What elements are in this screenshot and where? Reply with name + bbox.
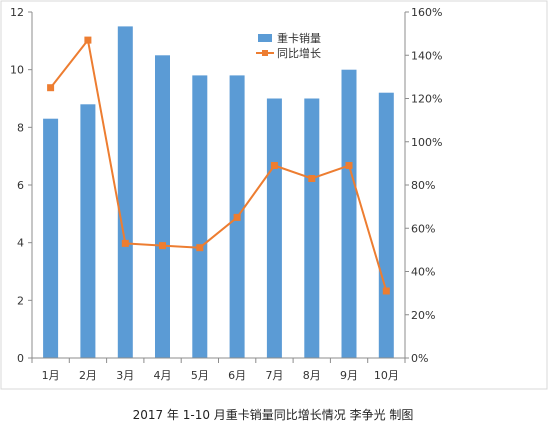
bar-5: [192, 75, 208, 359]
legend-swatch-marker: [262, 50, 268, 56]
x-tick-label: 8月: [303, 369, 321, 382]
y-right-tick-label: 0%: [411, 352, 428, 365]
y-right-tick-label: 160%: [411, 6, 442, 19]
y-left-tick-label: 2: [17, 294, 24, 307]
growth-marker-4: [159, 242, 166, 250]
growth-marker-9: [345, 162, 353, 169]
bar-1: [43, 118, 59, 358]
x-tick-label: 9月: [340, 369, 358, 382]
legend-label-line: 同比增长: [277, 46, 321, 60]
bar-9: [341, 69, 357, 358]
x-tick-label: 7月: [265, 369, 283, 382]
x-tick-label: 6月: [228, 369, 246, 382]
bar-3: [117, 26, 133, 359]
bar-10: [378, 92, 394, 358]
y-right-tick-label: 140%: [411, 49, 442, 62]
bar-7: [266, 98, 282, 358]
bar-8: [304, 98, 320, 358]
growth-marker-5: [196, 244, 204, 252]
y-left-tick-label: 0: [17, 352, 24, 365]
growth-marker-8: [308, 175, 316, 182]
bar-2: [80, 104, 96, 358]
y-left-tick-label: 4: [17, 237, 24, 250]
y-right-tick-label: 100%: [411, 136, 442, 149]
y-right-tick-label: 40%: [411, 266, 435, 279]
y-left-tick-label: 8: [17, 121, 24, 134]
line-series: [47, 36, 390, 295]
legend-label-bar: 重卡销量: [277, 31, 321, 45]
y-left-tick-label: 12: [10, 6, 24, 19]
y-axis-left-ticks: 0 2 4 6 8 10 12: [10, 6, 32, 365]
chart-border: [0, 0, 548, 390]
y-right-tick-label: 60%: [411, 222, 435, 235]
x-tick-label: 1月: [42, 369, 60, 382]
y-right-tick-label: 120%: [411, 93, 442, 106]
y-right-tick-label: 80%: [411, 179, 435, 192]
x-tick-label: 5月: [191, 369, 209, 382]
y-left-tick-label: 10: [10, 64, 24, 77]
x-axis-ticks: 1月 2月 3月 4月 5月 6月 7月 8月 9月 10月: [31, 358, 406, 382]
y-axis-right-ticks: 0% 20% 40% 60% 80% 100% 120% 140% 160%: [405, 6, 442, 365]
legend-swatch-bar: [258, 34, 272, 42]
bar-4: [155, 55, 170, 359]
x-tick-label: 10月: [374, 369, 399, 382]
x-tick-label: 4月: [154, 369, 172, 382]
x-tick-label: 2月: [79, 369, 97, 382]
growth-marker-6: [233, 213, 241, 221]
growth-marker-2: [84, 36, 92, 44]
y-right-tick-label: 20%: [411, 309, 435, 322]
y-left-tick-label: 6: [17, 179, 24, 192]
growth-marker-7: [270, 162, 278, 169]
legend: 重卡销量 同比增长: [256, 31, 321, 60]
growth-line: [49, 37, 388, 292]
growth-marker-10: [382, 287, 390, 295]
growth-marker-1: [47, 84, 55, 92]
growth-marker-3: [121, 239, 129, 247]
x-tick-label: 3月: [116, 369, 134, 382]
bar-series: [43, 26, 394, 359]
chart-caption: 2017 年 1-10 月重卡销量同比增长情况 李争光 制图: [133, 407, 414, 422]
